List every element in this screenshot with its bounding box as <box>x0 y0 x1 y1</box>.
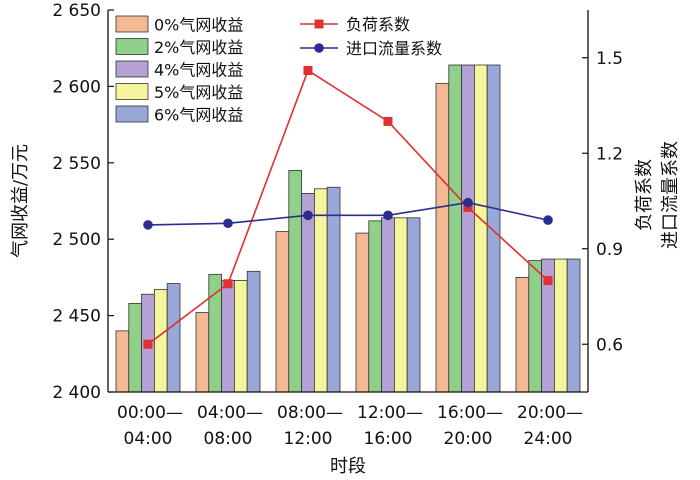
bar-series-2-cat-3 <box>381 217 395 393</box>
bar-series-3-cat-0 <box>153 289 168 393</box>
x-tick-label-end-2: 12:00 <box>284 429 333 449</box>
legend-marker-0 <box>314 19 324 29</box>
bar-series-4-cat-3 <box>406 217 421 393</box>
x-tick-label-end-5: 24:00 <box>524 429 573 449</box>
bar-series-3-cat-5 <box>554 258 568 393</box>
legend-swatch-bar-4 <box>115 105 149 123</box>
bar-series-4-cat-1 <box>246 270 261 393</box>
line-point-1-0 <box>143 220 153 230</box>
x-tick-label-start-5: 20:00— <box>517 403 583 423</box>
bars-layer <box>115 64 581 393</box>
y-tick-label-4: 2 600 <box>52 77 101 97</box>
x-tick-label-start-0: 00:00— <box>117 403 183 423</box>
line-point-0-3 <box>383 116 393 126</box>
legend-swatch-bar-0 <box>115 15 149 33</box>
x-axis-title: 时段 <box>330 456 366 477</box>
line-point-0-0 <box>143 339 153 349</box>
legend-swatch-bar-3 <box>115 83 149 100</box>
x-tick-label-end-4: 20:00 <box>444 429 493 449</box>
legend-label-bar-2: 4%气网收益 <box>154 61 243 80</box>
y2-axis-title-flow: 进口流量系数 <box>660 141 681 249</box>
bar-series-0-cat-4 <box>435 82 450 393</box>
line-point-0-1 <box>223 279 233 289</box>
bar-series-2-cat-4 <box>461 64 475 393</box>
legend-swatch-bar-2 <box>115 60 149 78</box>
bar-series-0-cat-5 <box>515 276 530 393</box>
legend-label-bar-3: 5%气网收益 <box>154 83 243 102</box>
legend-label-line-1: 进口流量系数 <box>346 39 442 58</box>
legend-label-bar-4: 6%气网收益 <box>154 106 243 125</box>
bar-series-4-cat-4 <box>486 64 501 393</box>
bar-series-1-cat-4 <box>448 64 462 393</box>
x-tick-label-end-0: 04:00 <box>124 429 173 449</box>
x-tick-label-start-2: 08:00— <box>277 403 343 423</box>
line-point-1-2 <box>303 210 313 221</box>
lines-layer <box>143 65 553 349</box>
y2-tick-label-0: 0.6 <box>596 335 623 355</box>
line-series-0 <box>147 69 549 345</box>
x-tick-label-start-1: 04:00— <box>197 403 263 423</box>
bar-series-1-cat-1 <box>208 273 223 393</box>
x-tick-label-end-3: 16:00 <box>364 429 413 449</box>
legend-marker-1 <box>314 43 324 53</box>
line-point-1-1 <box>223 218 233 229</box>
line-point-0-2 <box>303 65 313 75</box>
bar-series-3-cat-4 <box>473 64 488 393</box>
bar-series-2-cat-2 <box>301 192 315 393</box>
legend-swatch-bar-1 <box>115 38 149 55</box>
bar-series-0-cat-1 <box>195 312 210 393</box>
y2-tick-label-3: 1.5 <box>596 49 623 69</box>
bar-series-3-cat-1 <box>233 280 248 393</box>
y-tick-label-1: 2 450 <box>52 307 101 327</box>
bar-series-1-cat-0 <box>128 302 143 393</box>
y-tick-label-5: 2 650 <box>52 1 101 21</box>
line-series-1 <box>147 201 549 226</box>
y2-axis-title-load: 负荷系数 <box>634 159 655 231</box>
y2-tick-label-1: 0.9 <box>596 240 623 260</box>
y-axis-title: 气网收益/万元 <box>10 144 31 258</box>
y-tick-label-3: 2 550 <box>52 154 101 174</box>
bar-series-0-cat-3 <box>355 232 370 393</box>
y-tick-label-0: 2 400 <box>52 383 101 403</box>
line-point-1-3 <box>383 210 393 221</box>
bar-series-0-cat-2 <box>275 231 290 393</box>
x-tick-label-end-1: 08:00 <box>204 429 253 449</box>
legend-label-bar-1: 2%气网收益 <box>154 38 243 57</box>
line-point-0-5 <box>543 276 553 286</box>
axes-layer: 2 400 2 450 2 500 2 550 2 600 2 650 0.6 0.9 1.2 1… <box>52 1 623 449</box>
legend-label-line-0: 负荷系数 <box>346 15 410 34</box>
x-tick-label-start-4: 16:00— <box>437 403 503 423</box>
y-tick-label-2: 2 500 <box>52 230 101 250</box>
bar-series-1-cat-2 <box>288 170 302 393</box>
line-point-1-5 <box>543 215 553 225</box>
line-point-1-4 <box>463 197 473 208</box>
bar-series-0-cat-0 <box>115 330 130 393</box>
bar-series-4-cat-0 <box>166 283 181 393</box>
bar-series-3-cat-2 <box>313 188 328 393</box>
bar-series-1-cat-5 <box>528 260 542 393</box>
bar-series-2-cat-1 <box>221 280 235 393</box>
bar-series-3-cat-3 <box>393 217 408 393</box>
bar-series-4-cat-2 <box>326 186 341 393</box>
y2-tick-label-2: 1.2 <box>596 144 623 164</box>
x-tick-label-start-3: 12:00— <box>357 403 423 423</box>
legend-label-bar-0: 0%气网收益 <box>154 16 243 35</box>
bar-series-1-cat-3 <box>368 220 382 393</box>
bar-series-4-cat-5 <box>566 258 581 393</box>
